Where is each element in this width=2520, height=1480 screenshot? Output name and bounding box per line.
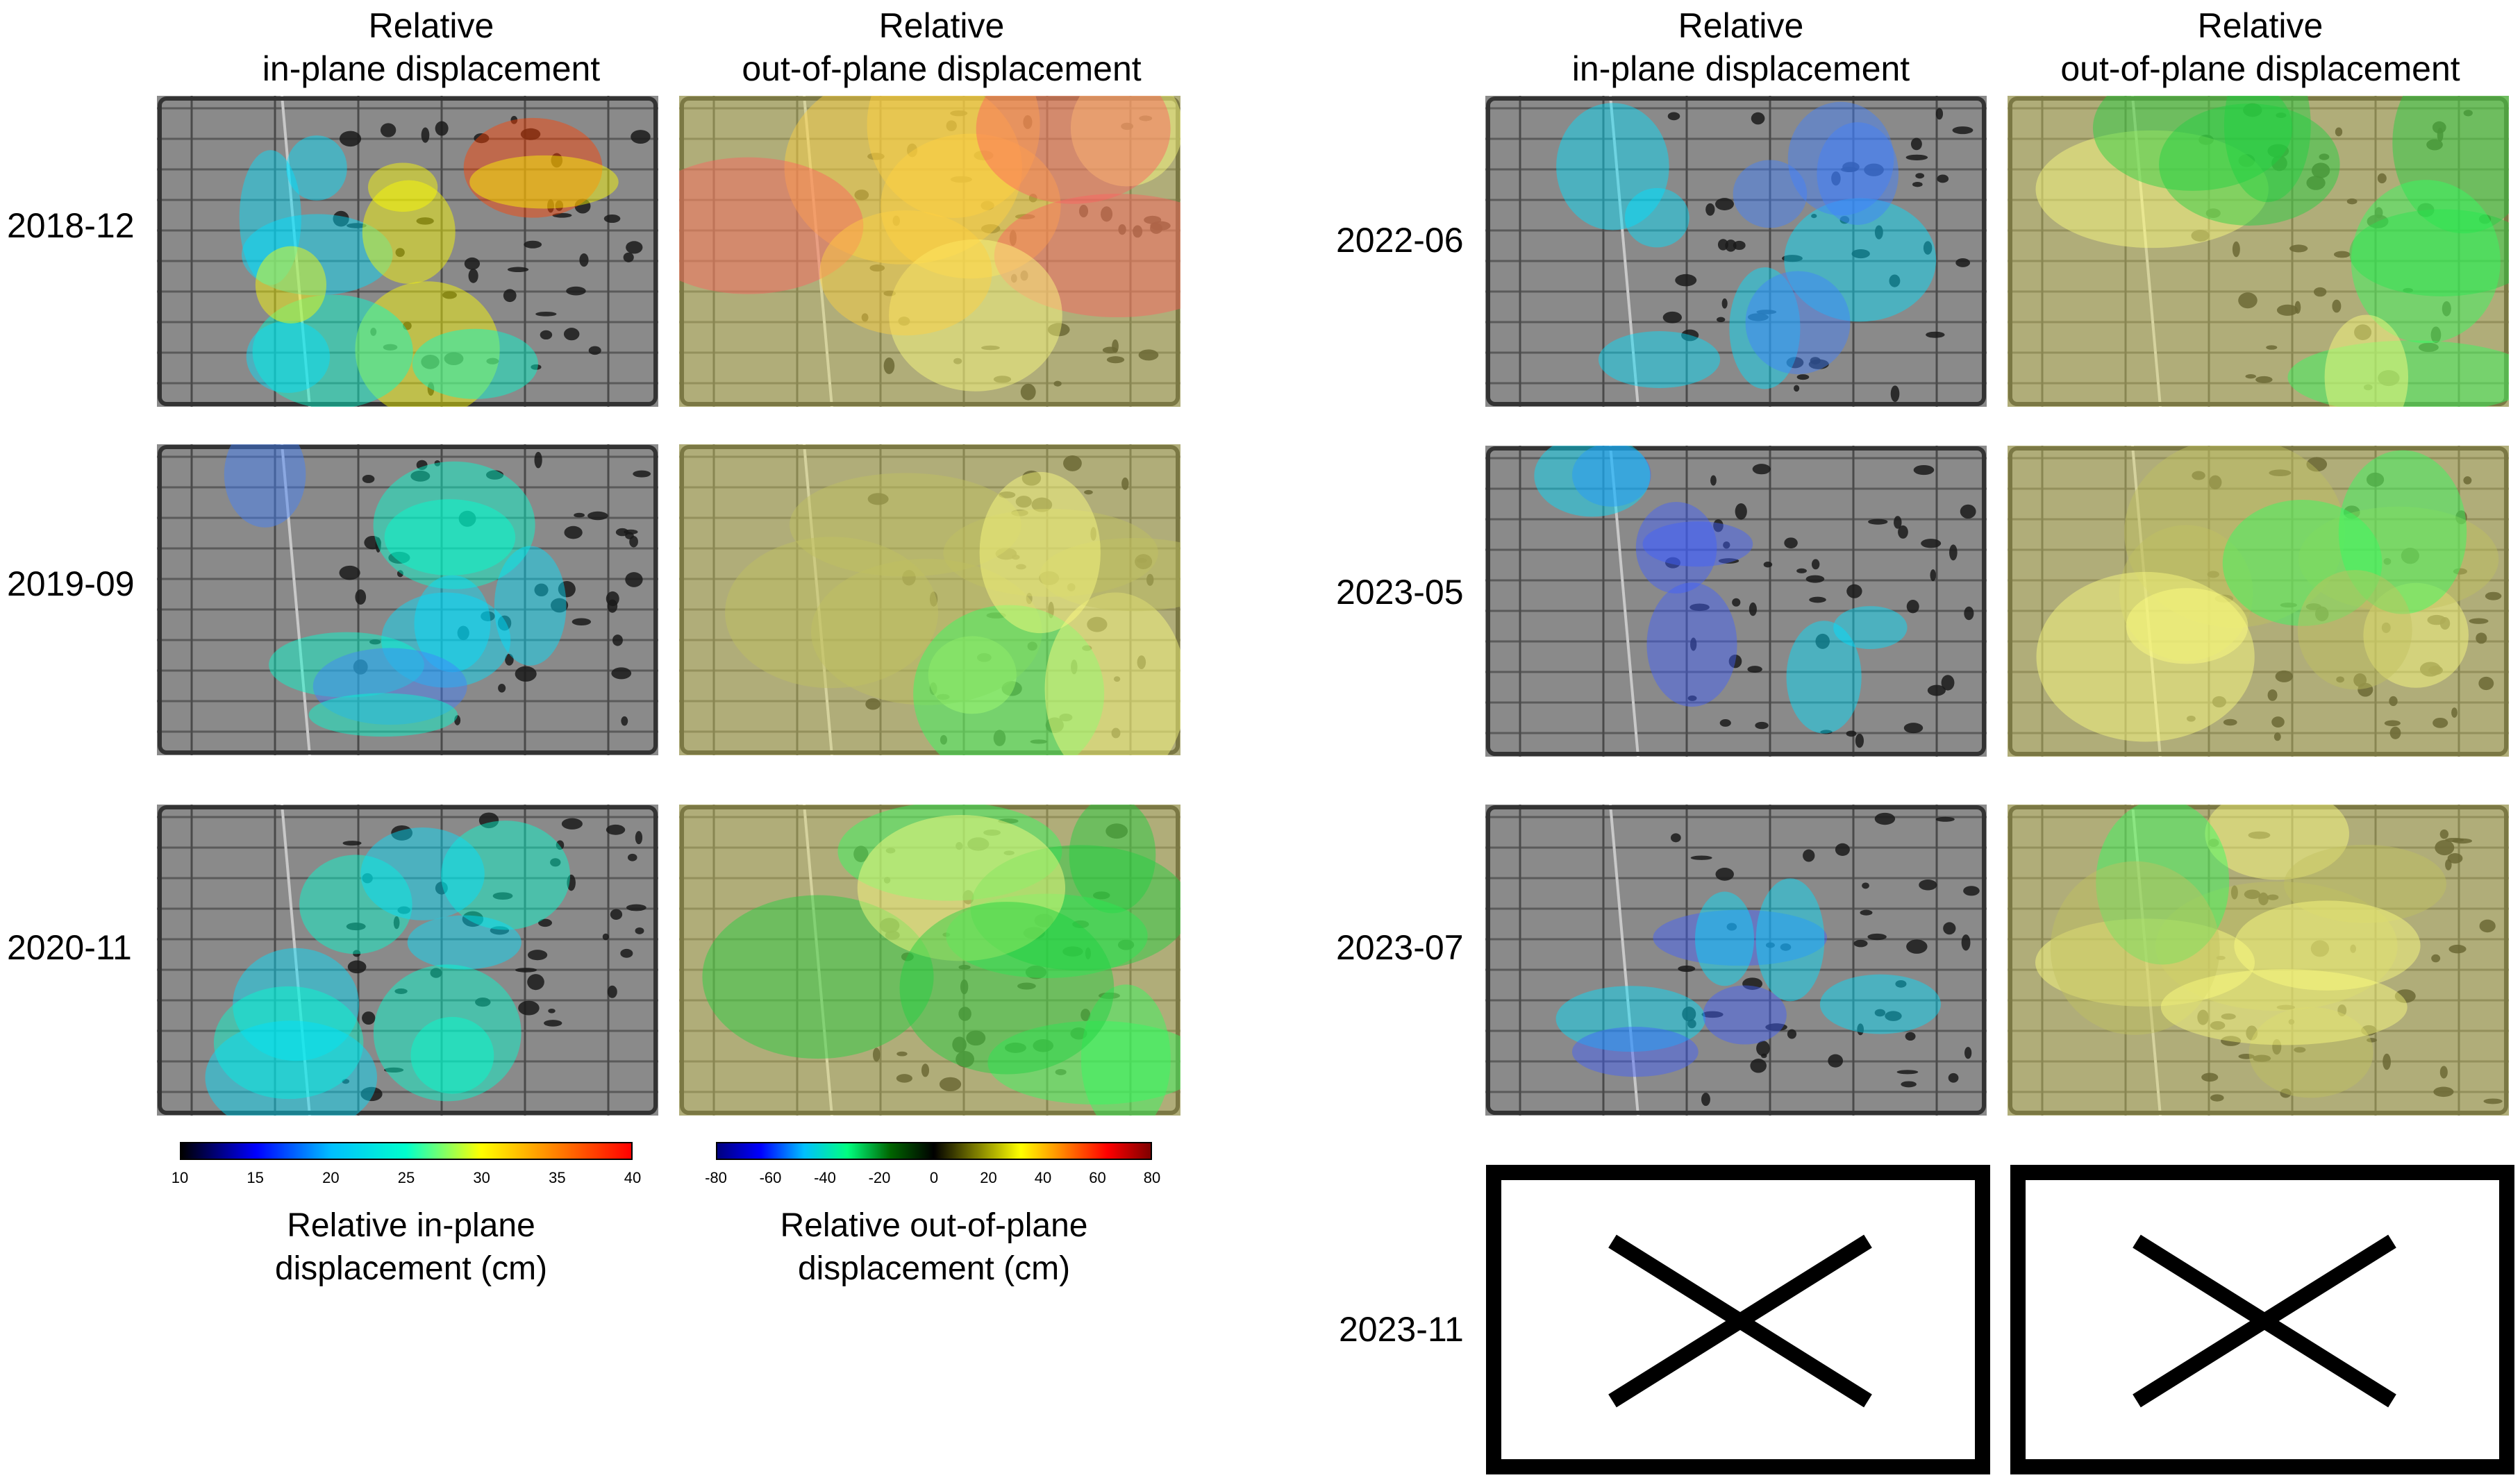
colorbar-out-of-plane: [716, 1142, 1152, 1160]
in-plane-map-2020-11: [157, 805, 658, 1116]
header-line-2: out-of-plane displacement: [2060, 49, 2460, 88]
colorbar-tick-label: 80: [1143, 1169, 1161, 1186]
row-label-2023-11: 2023-11: [1339, 1310, 1464, 1349]
out-of-plane-map-2018-12: [679, 96, 1180, 407]
colorbar-tick-label: 30: [473, 1169, 490, 1186]
row-label-2018-12: 2018-12: [7, 206, 135, 245]
cross-icon: [1608, 1234, 1872, 1408]
header-right-out-of-plane: Relative out-of-plane displacement: [1996, 4, 2520, 90]
header-right-in-plane: Relative in-plane displacement: [1477, 4, 2005, 90]
row-label-2023-05: 2023-05: [1336, 573, 1464, 612]
row-label-2020-11: 2020-11: [7, 928, 132, 967]
displacement-map: [2008, 446, 2509, 757]
colorbar-tick-label: 15: [247, 1169, 264, 1186]
colorbar-tick-label: 25: [397, 1169, 415, 1186]
in-plane-map-2023-05: [1485, 446, 1987, 757]
out-of-plane-map-2023-05: [2008, 446, 2509, 757]
row-label-2022-06: 2022-06: [1336, 221, 1464, 260]
colorbar-in-plane: [180, 1142, 633, 1160]
in-plane-map-2019-09: [157, 444, 658, 755]
displacement-map: [157, 444, 658, 755]
header-left-in-plane: Relative in-plane displacement: [167, 4, 695, 90]
colorbar-tick-label: -20: [868, 1169, 891, 1186]
colorbar-tick-label: -60: [759, 1169, 782, 1186]
in-plane-map-2018-12: [157, 96, 658, 407]
colorbar-tick-label: 20: [322, 1169, 340, 1186]
displacement-map: [1485, 96, 1987, 407]
header-line-1: Relative: [368, 6, 494, 45]
no-data-box-in-plane-2023-11: [1486, 1165, 1990, 1474]
no-data-box-out-of-plane-2023-11: [2010, 1165, 2514, 1474]
colorbar-tick-label: 10: [171, 1169, 189, 1186]
displacement-map: [679, 96, 1180, 407]
row-label-2023-07: 2023-07: [1336, 928, 1464, 967]
displacement-map: [679, 444, 1180, 755]
colorbar-tick-label: 60: [1089, 1169, 1106, 1186]
header-line-2: in-plane displacement: [1571, 49, 1910, 88]
displacement-map: [157, 96, 658, 407]
colorbar-title-line-2: displacement (cm): [797, 1250, 1071, 1287]
out-of-plane-map-2022-06: [2008, 96, 2509, 407]
cross-icon: [2133, 1234, 2396, 1408]
out-of-plane-map-2020-11: [679, 805, 1180, 1116]
colorbar-tick-label: 40: [1034, 1169, 1052, 1186]
displacement-map: [1485, 446, 1987, 757]
header-line-1: Relative: [878, 6, 1005, 45]
displacement-map: [679, 805, 1180, 1116]
row-label-2019-09: 2019-09: [7, 564, 135, 603]
header-line-1: Relative: [1678, 6, 1804, 45]
colorbar-tick-label: 40: [624, 1169, 642, 1186]
colorbar-tick-label: 0: [929, 1169, 939, 1186]
colorbar-tick-label: -40: [814, 1169, 836, 1186]
in-plane-map-2022-06: [1485, 96, 1987, 407]
colorbar-title-line-1: Relative in-plane: [287, 1207, 535, 1244]
in-plane-map-2023-07: [1485, 805, 1987, 1116]
displacement-map: [1485, 805, 1987, 1116]
colorbar-in-plane-title: Relative in-plane displacement (cm): [168, 1204, 654, 1290]
colorbar-tick-label: -80: [705, 1169, 727, 1186]
colorbar-title-line-2: displacement (cm): [274, 1250, 548, 1287]
displacement-map: [2008, 96, 2509, 407]
colorbar-tick-label: 20: [980, 1169, 997, 1186]
header-line-1: Relative: [2197, 6, 2323, 45]
colorbar-title-line-1: Relative out-of-plane: [780, 1207, 1088, 1244]
displacement-map: [157, 805, 658, 1116]
out-of-plane-map-2019-09: [679, 444, 1180, 755]
colorbar-out-of-plane-title: Relative out-of-plane displacement (cm): [691, 1204, 1177, 1290]
header-line-2: in-plane displacement: [262, 49, 601, 88]
out-of-plane-map-2023-07: [2008, 805, 2509, 1116]
header-left-out-of-plane: Relative out-of-plane displacement: [678, 4, 1205, 90]
displacement-map: [2008, 805, 2509, 1116]
header-line-2: out-of-plane displacement: [742, 49, 1142, 88]
colorbar-tick-label: 35: [549, 1169, 566, 1186]
